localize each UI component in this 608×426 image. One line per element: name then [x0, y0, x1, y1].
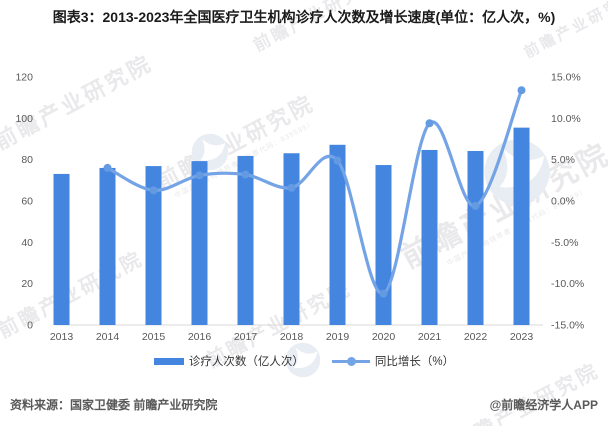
y-axis-right-tick-label: 10.0%: [551, 113, 581, 125]
line-marker: [517, 86, 526, 95]
x-axis-label: 2018: [280, 331, 304, 343]
bar: [283, 153, 300, 325]
line-marker: [287, 183, 296, 192]
line-marker: [333, 156, 342, 165]
x-axis-label: 2021: [418, 331, 442, 343]
y-axis-right-tick-label: 15.0%: [551, 72, 581, 84]
y-axis-right-tick-label: 5.0%: [551, 154, 575, 166]
x-axis-label: 2015: [142, 331, 166, 343]
x-axis-label: 2022: [464, 331, 488, 343]
brand-credit: @前瞻经济学人APP: [489, 398, 598, 412]
y-axis-left-tick-label: 80: [21, 154, 33, 166]
y-axis-left-tick-label: 20: [21, 278, 33, 290]
bar-series-swatch-icon: [153, 357, 184, 365]
bar: [421, 149, 438, 325]
x-axis-label: 2013: [50, 331, 74, 343]
bar: [191, 161, 208, 325]
y-axis-left-tick-label: 120: [15, 72, 33, 84]
y-axis-left-tick-label: 60: [21, 196, 33, 208]
x-axis-label: 2016: [188, 331, 212, 343]
source-note: 资料来源：国家卫健委 前瞻产业研究院: [10, 398, 218, 412]
x-axis-label: 2014: [96, 331, 120, 343]
bar: [53, 173, 70, 325]
line-marker: [425, 119, 434, 128]
line-marker: [195, 171, 204, 180]
line-marker: [103, 163, 112, 172]
x-axis-label: 2017: [234, 331, 258, 343]
bar: [99, 167, 116, 325]
legend-label-line-series: 同比增长（%）: [374, 356, 455, 368]
chart-title: 图表3：2013-2023年全国医疗卫生机构诊疗人次数及增长速度(单位：亿人次，…: [52, 9, 556, 25]
line-marker: [149, 186, 158, 195]
line-marker: [379, 289, 388, 298]
bar: [467, 150, 484, 325]
x-axis-label: 2019: [326, 331, 350, 343]
footer: 资料来源：国家卫健委 前瞻产业研究院 @前瞻经济学人APP: [10, 396, 598, 413]
line-marker-dot-icon: [346, 356, 356, 366]
x-axis-label: 2020: [372, 331, 396, 343]
line-series-swatch-icon: [331, 356, 370, 366]
bar: [145, 166, 162, 325]
y-axis-left-tick-label: 100: [15, 113, 33, 125]
y-axis-right-tick-label: -5.0%: [551, 237, 578, 249]
bar: [237, 155, 254, 325]
bar: [513, 127, 530, 325]
x-axis-label: 2023: [510, 331, 534, 343]
legend-label-bar-series: 诊疗人次数（亿人次）: [188, 356, 304, 368]
legend: 诊疗人次数（亿人次） 同比增长（%）: [0, 353, 608, 369]
combo-chart-plot: 120 100 80 60 40 20 0 15.0% 10.0% 5.0% 0.0% -5.0% -1…: [15, 72, 584, 344]
line-marker: [471, 201, 480, 210]
legend-item-line-series: 同比增长（%）: [331, 353, 455, 369]
bar: [375, 165, 392, 325]
y-axis-right-tick-label: -15.0%: [551, 320, 584, 332]
y-axis-left-tick-label: 0: [27, 320, 33, 332]
bar: [329, 144, 346, 325]
growth-line: [105, 88, 524, 296]
y-axis-right-tick-label: -10.0%: [551, 278, 584, 290]
y-axis-right-tick-label: 0.0%: [551, 196, 575, 208]
legend-item-bar-series: 诊疗人次数（亿人次）: [153, 353, 304, 369]
line-marker: [241, 170, 250, 179]
y-axis-left-tick-label: 40: [21, 237, 33, 249]
